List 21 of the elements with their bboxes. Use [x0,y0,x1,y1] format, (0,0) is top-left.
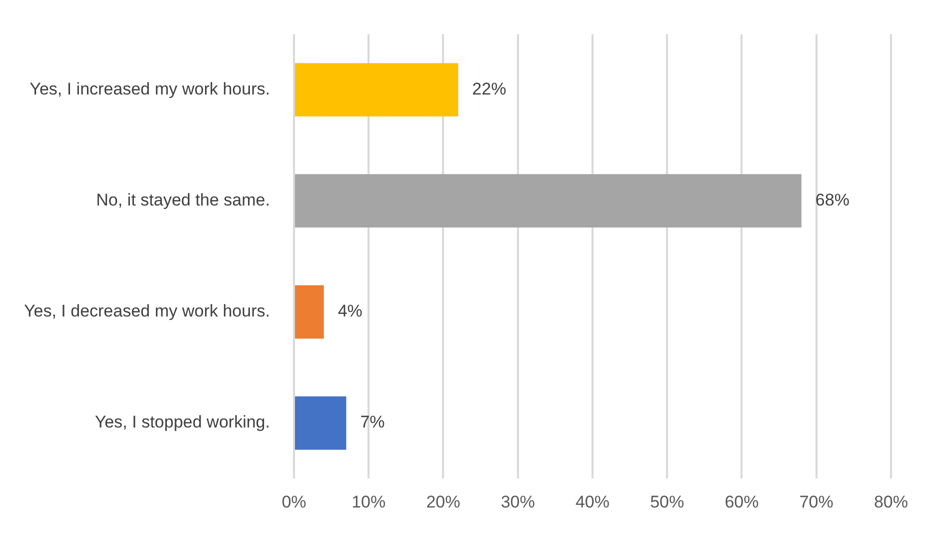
bar [294,285,324,339]
y-tick-label: Yes, I increased my work hours. [30,79,270,98]
x-tick-label: 50% [650,492,684,512]
x-tick-label: 60% [724,492,759,512]
x-tick-label: 0% [282,492,306,512]
bar [294,174,802,228]
x-tick-label: 70% [799,492,834,512]
x-tick-label: 10% [352,492,386,512]
bar [294,63,458,116]
data-label: 22% [472,79,506,98]
data-label: 7% [360,412,385,432]
y-tick-label: Yes, I decreased my work hours. [24,302,270,321]
data-label: 68% [815,190,850,210]
x-tick-label: 80% [874,492,908,512]
x-tick-label: 30% [500,492,535,512]
bar [294,396,346,450]
x-tick-label: 20% [426,492,460,512]
y-tick-label: No, it stayed the same. [96,190,270,210]
data-label: 4% [338,302,362,321]
y-tick-label: Yes, I stopped working. [94,412,270,432]
x-tick-label: 40% [575,492,610,512]
